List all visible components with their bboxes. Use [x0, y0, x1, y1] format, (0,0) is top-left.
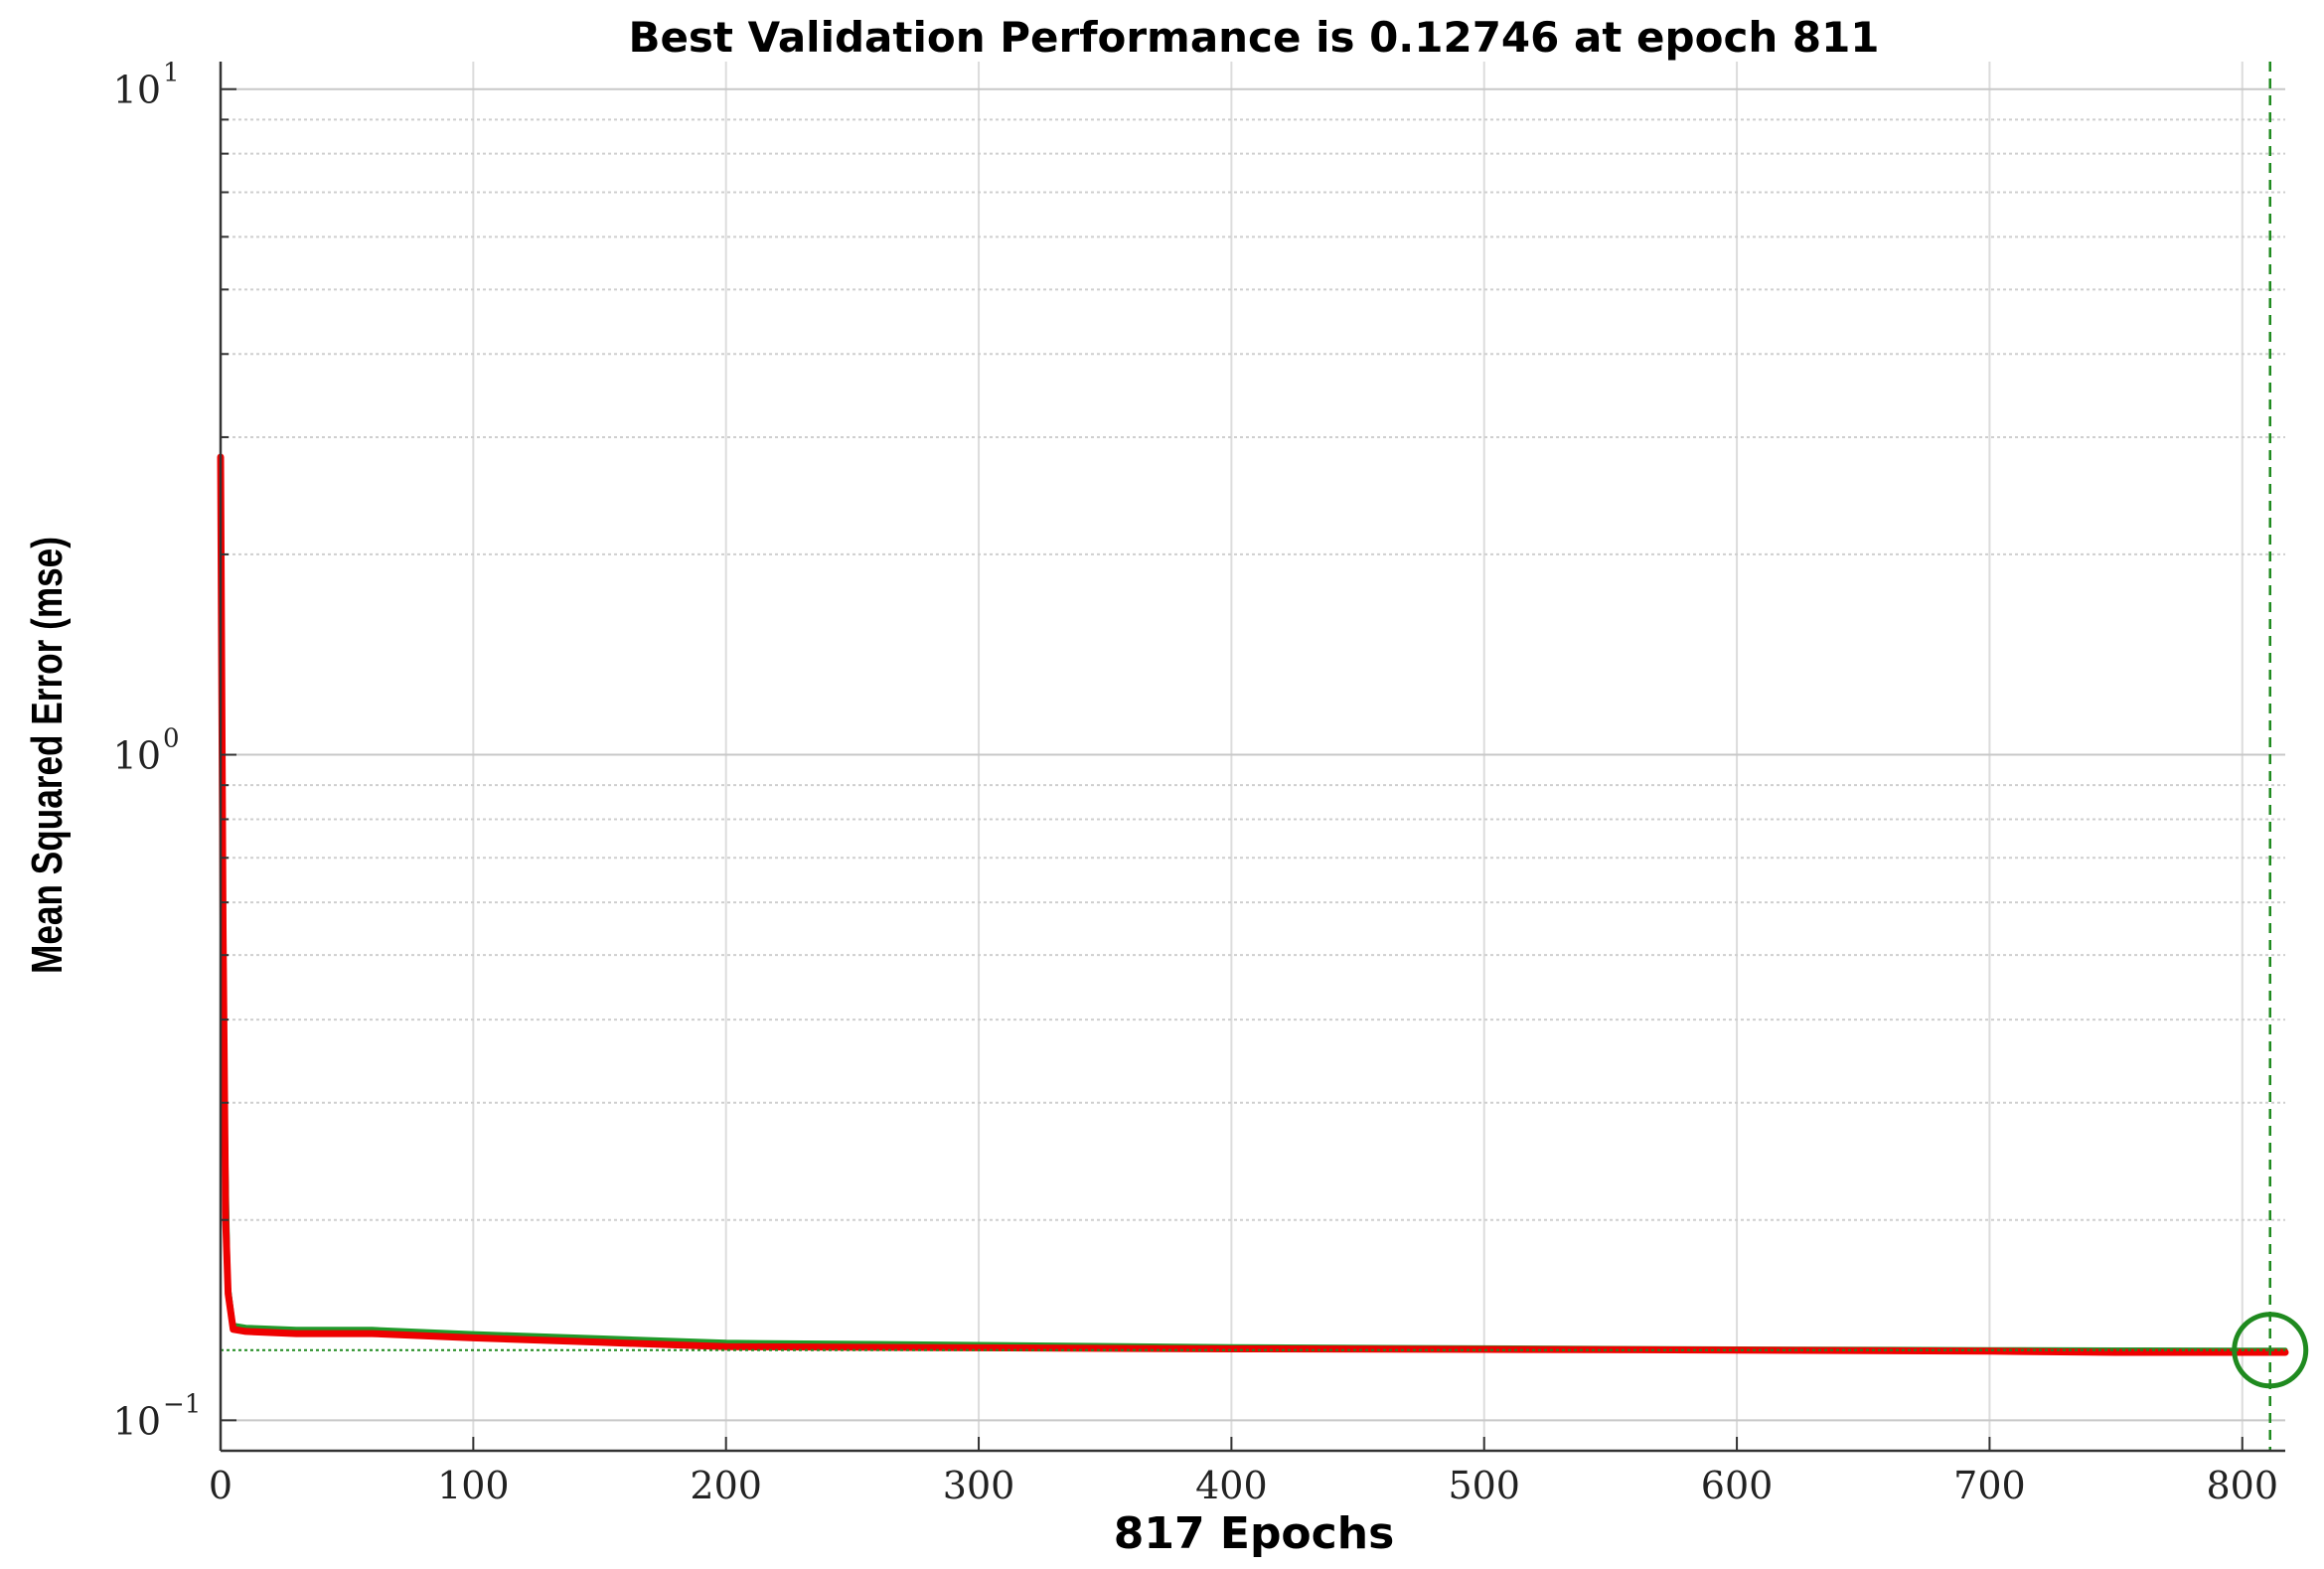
y-tick-base: 10: [113, 1399, 161, 1443]
x-tick-label: 600: [1701, 1464, 1774, 1507]
series-line-3: [217, 453, 2289, 1356]
y-tick-label: 10 −1: [113, 1389, 202, 1443]
x-tick-label: 800: [2206, 1464, 2278, 1507]
x-ticks: 0 100 200 300 400 500 600 700 800: [209, 1464, 2278, 1507]
y-tick-exponent: 1: [163, 59, 180, 88]
x-tick-label: 400: [1195, 1464, 1268, 1507]
x-tick-label: 200: [690, 1464, 762, 1507]
x-tick-label: 300: [943, 1464, 1015, 1507]
y-tick-base: 10: [113, 734, 161, 778]
x-tick-label: 100: [437, 1464, 510, 1507]
axes: [219, 62, 2285, 1453]
x-tick-label: 700: [1953, 1464, 2026, 1507]
y-axis-label: Mean Squared Error (mse): [23, 537, 72, 974]
y-tick-exponent: −1: [163, 1389, 201, 1419]
y-tick-label: 10 0: [113, 724, 180, 778]
best-point-marker: [2232, 1312, 2309, 1389]
x-tick-label: 500: [1448, 1464, 1520, 1507]
chart-title: Best Validation Performance is 0.12746 a…: [628, 13, 1879, 62]
x-axis-label: 817 Epochs: [1114, 1508, 1395, 1559]
grid: [220, 62, 2285, 1451]
y-tick-base: 10: [113, 69, 161, 112]
series-group: [217, 62, 2309, 1451]
y-tick-label: 10 1: [113, 59, 180, 112]
x-tick-label: 0: [209, 1464, 232, 1507]
y-tick-exponent: 0: [163, 724, 180, 754]
plot-area: [221, 62, 2285, 1451]
